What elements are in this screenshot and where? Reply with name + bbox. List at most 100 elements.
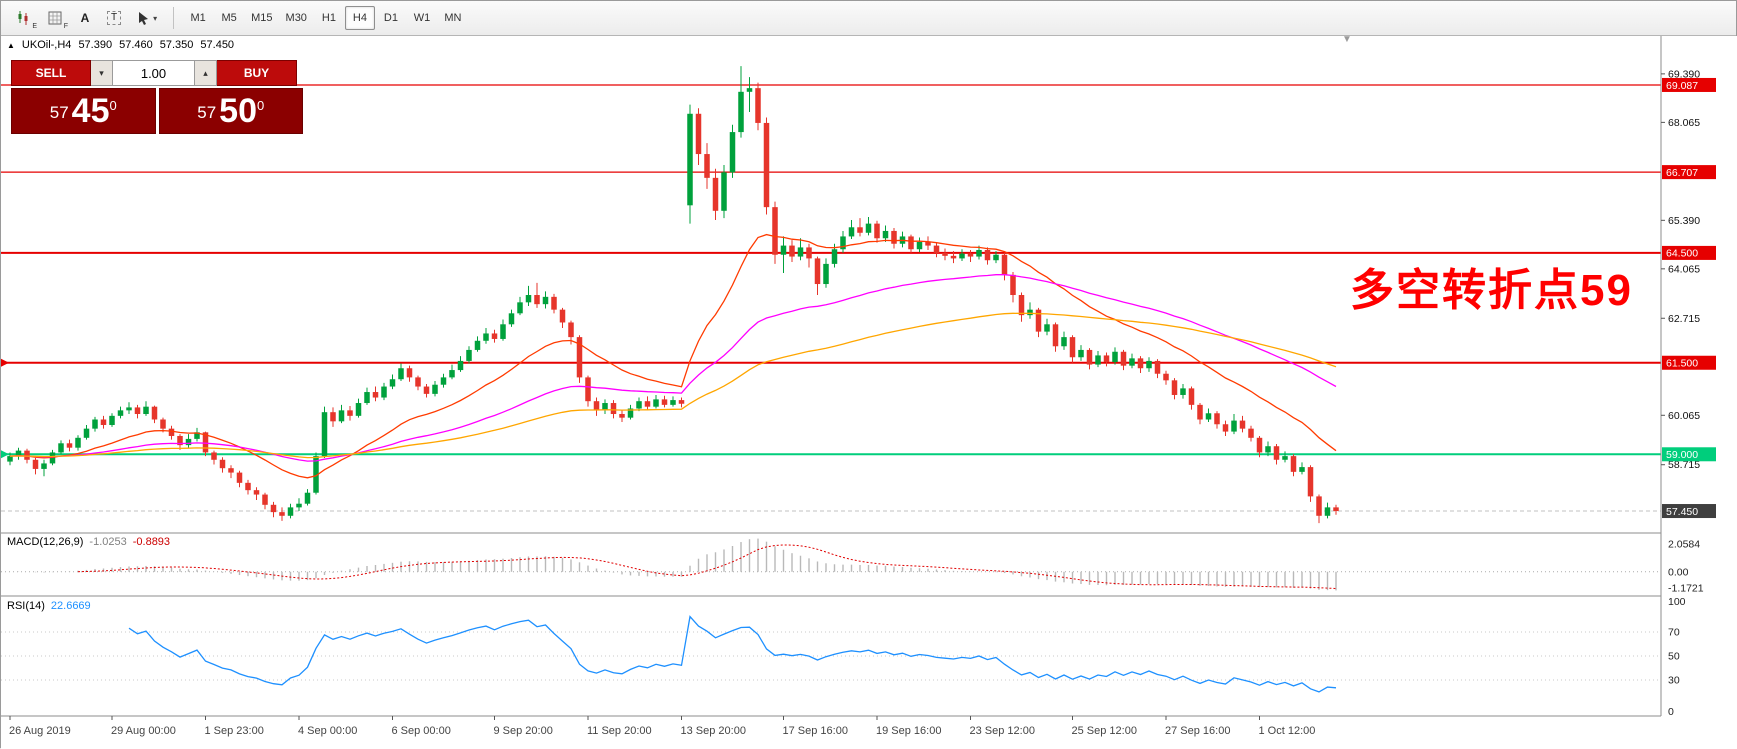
level-price-badge-59.000: 59.000 xyxy=(1666,449,1698,461)
macd-scale-label: 0.00 xyxy=(1668,566,1689,578)
ohlc-high: 57.460 xyxy=(119,39,153,51)
date-tick-label: 25 Sep 12:00 xyxy=(1072,725,1137,737)
buy-price-box[interactable]: 57 50 0 xyxy=(158,88,303,134)
symbol-name: UKOil-,H4 xyxy=(21,39,72,51)
text-tool-glyph: A xyxy=(80,11,90,25)
price-tick-label: 62.715 xyxy=(1668,313,1700,325)
price-tick-label: 69.390 xyxy=(1668,68,1700,80)
toolbar: E F A T ▾ M1 M5 M15 M30 H1 H4 D1 W1 MN xyxy=(1,1,1736,36)
candlestick-icon xyxy=(18,11,28,25)
volume-decrease-button[interactable]: ▾ xyxy=(91,60,113,86)
price-axis: 69.390 68.065 65.390 64.065 62.715 60.065 58.7… xyxy=(1661,68,1716,718)
timeframe-group: M1 M5 M15 M30 H1 H4 D1 W1 MN xyxy=(183,6,468,30)
bid-prefix: 57 xyxy=(49,103,69,122)
chart-canvas[interactable]: 69.390 68.065 65.390 64.065 62.715 60.065 58.7… xyxy=(1,36,1737,749)
level-price-badge-69.087-bg xyxy=(1662,77,1716,92)
current-price-badge: 57.450 xyxy=(1666,506,1698,518)
bid-big-digits: 45 xyxy=(71,92,110,130)
price-tick-label: 58.715 xyxy=(1668,459,1700,471)
chart-area: 69.390 68.065 65.390 64.065 62.715 60.065 58.7… xyxy=(1,34,1737,749)
date-tick-label: 13 Sep 20:00 xyxy=(681,725,746,737)
bid-pip-digit: 0 xyxy=(109,98,117,113)
rsi-value: 22.6669 xyxy=(50,600,91,612)
volume-increase-button[interactable]: ▴ xyxy=(195,60,217,86)
date-tick-label: 1 Oct 12:00 xyxy=(1259,725,1316,737)
level-price-badge-66.707-bg xyxy=(1662,165,1716,180)
time-axis: 26 Aug 2019 29 Aug 00:00 1 Sep 23:00 4 Sep … xyxy=(9,716,1315,737)
macd-signal-value: -0.8893 xyxy=(132,536,171,548)
current-price-badge-bg xyxy=(1662,504,1716,519)
candles xyxy=(7,66,1339,524)
chart-annotation-text: 多空转折点59 xyxy=(1350,266,1633,315)
timeframe-D1[interactable]: D1 xyxy=(376,6,406,30)
macd-scale-label: -1.1721 xyxy=(1668,582,1704,594)
level-price-badge-61.500-bg xyxy=(1662,355,1716,370)
date-tick-label: 23 Sep 12:00 xyxy=(970,725,1035,737)
date-tick-label: 27 Sep 16:00 xyxy=(1165,725,1230,737)
rsi-indicator-label: RSI(14) 22.6669 xyxy=(7,600,91,612)
ask-prefix: 57 xyxy=(197,103,217,122)
cursor-tool[interactable]: ▾ xyxy=(130,5,164,31)
textbox-tool-glyph: T xyxy=(107,11,122,25)
timeframe-H4[interactable]: H4 xyxy=(344,6,375,30)
cursor-dropdown-caret-icon[interactable]: ▾ xyxy=(153,13,158,23)
macd-pane xyxy=(1,538,1661,591)
sell-price-box[interactable]: 57 45 0 xyxy=(11,88,156,134)
date-tick-label: 26 Aug 2019 xyxy=(9,725,71,737)
ma-medium-line xyxy=(9,274,1337,462)
ma-slow-line xyxy=(9,312,1337,459)
grid-icon xyxy=(48,11,62,24)
timeframe-H1[interactable]: H1 xyxy=(314,6,344,30)
timeframe-M5[interactable]: M5 xyxy=(214,6,244,30)
price-tick-label: 60.065 xyxy=(1668,410,1700,422)
date-tick-label: 11 Sep 20:00 xyxy=(587,725,652,737)
ohlc-low: 57.350 xyxy=(159,39,194,51)
level-left-marker-59.000 xyxy=(1,450,9,459)
rsi-scale-label: 30 xyxy=(1668,675,1680,687)
ma-fast-line xyxy=(9,233,1337,479)
chart-frame xyxy=(1,36,1662,717)
rsi-scale-label: 100 xyxy=(1668,596,1686,608)
buy-button[interactable]: BUY xyxy=(217,60,297,86)
chart-tool-icon[interactable]: E xyxy=(9,5,39,31)
macd-main-value: -1.0253 xyxy=(89,536,127,548)
level-price-badge-64.500: 64.500 xyxy=(1666,248,1698,260)
chart-tool-sub: E xyxy=(32,23,37,30)
text-label-tool[interactable]: A xyxy=(72,5,98,31)
ohlc-close: 57.450 xyxy=(200,39,235,51)
level-price-badge-61.500: 61.500 xyxy=(1666,358,1698,370)
grid-tool-icon[interactable]: F xyxy=(41,5,70,31)
timeframe-M1[interactable]: M1 xyxy=(183,6,213,30)
timeframe-MN[interactable]: MN xyxy=(438,6,468,30)
symbol-bar: ▲ UKOil-,H4 57.390 57.460 57.350 57.450 xyxy=(7,39,234,51)
text-box-tool[interactable]: T xyxy=(100,5,128,31)
grid-tool-sub: F xyxy=(63,23,68,30)
rsi-scale-label: 70 xyxy=(1668,627,1680,639)
date-tick-label: 17 Sep 16:00 xyxy=(783,725,848,737)
sell-button[interactable]: SELL xyxy=(11,60,91,86)
date-tick-label: 9 Sep 20:00 xyxy=(494,725,553,737)
ohlc-open: 57.390 xyxy=(78,39,113,51)
volume-input[interactable] xyxy=(113,60,195,86)
date-tick-label: 1 Sep 23:00 xyxy=(205,725,264,737)
price-tick-label: 68.065 xyxy=(1668,117,1700,129)
macd-scale-label: 2.0584 xyxy=(1668,539,1700,551)
level-price-badge-69.087: 69.087 xyxy=(1666,80,1698,92)
level-price-badge-64.500-bg xyxy=(1662,245,1716,260)
rsi-name: RSI(14) xyxy=(7,600,45,612)
timeframe-M15[interactable]: M15 xyxy=(245,6,278,30)
level-price-badge-59.000-bg xyxy=(1662,447,1716,462)
timeframe-M30[interactable]: M30 xyxy=(280,6,313,30)
date-tick-label: 4 Sep 00:00 xyxy=(298,725,357,737)
chart-shift-marker-icon[interactable]: ▼ xyxy=(1342,34,1352,45)
macd-name: MACD(12,26,9) xyxy=(7,536,84,548)
rsi-line xyxy=(128,615,1337,693)
toolbar-separator xyxy=(173,7,175,29)
collapse-panel-icon[interactable]: ▲ xyxy=(7,40,15,50)
timeframe-W1[interactable]: W1 xyxy=(407,6,437,30)
level-left-marker-61.500 xyxy=(1,358,9,367)
ask-big-digits: 50 xyxy=(219,92,257,130)
ask-pip-digit: 0 xyxy=(257,98,265,113)
